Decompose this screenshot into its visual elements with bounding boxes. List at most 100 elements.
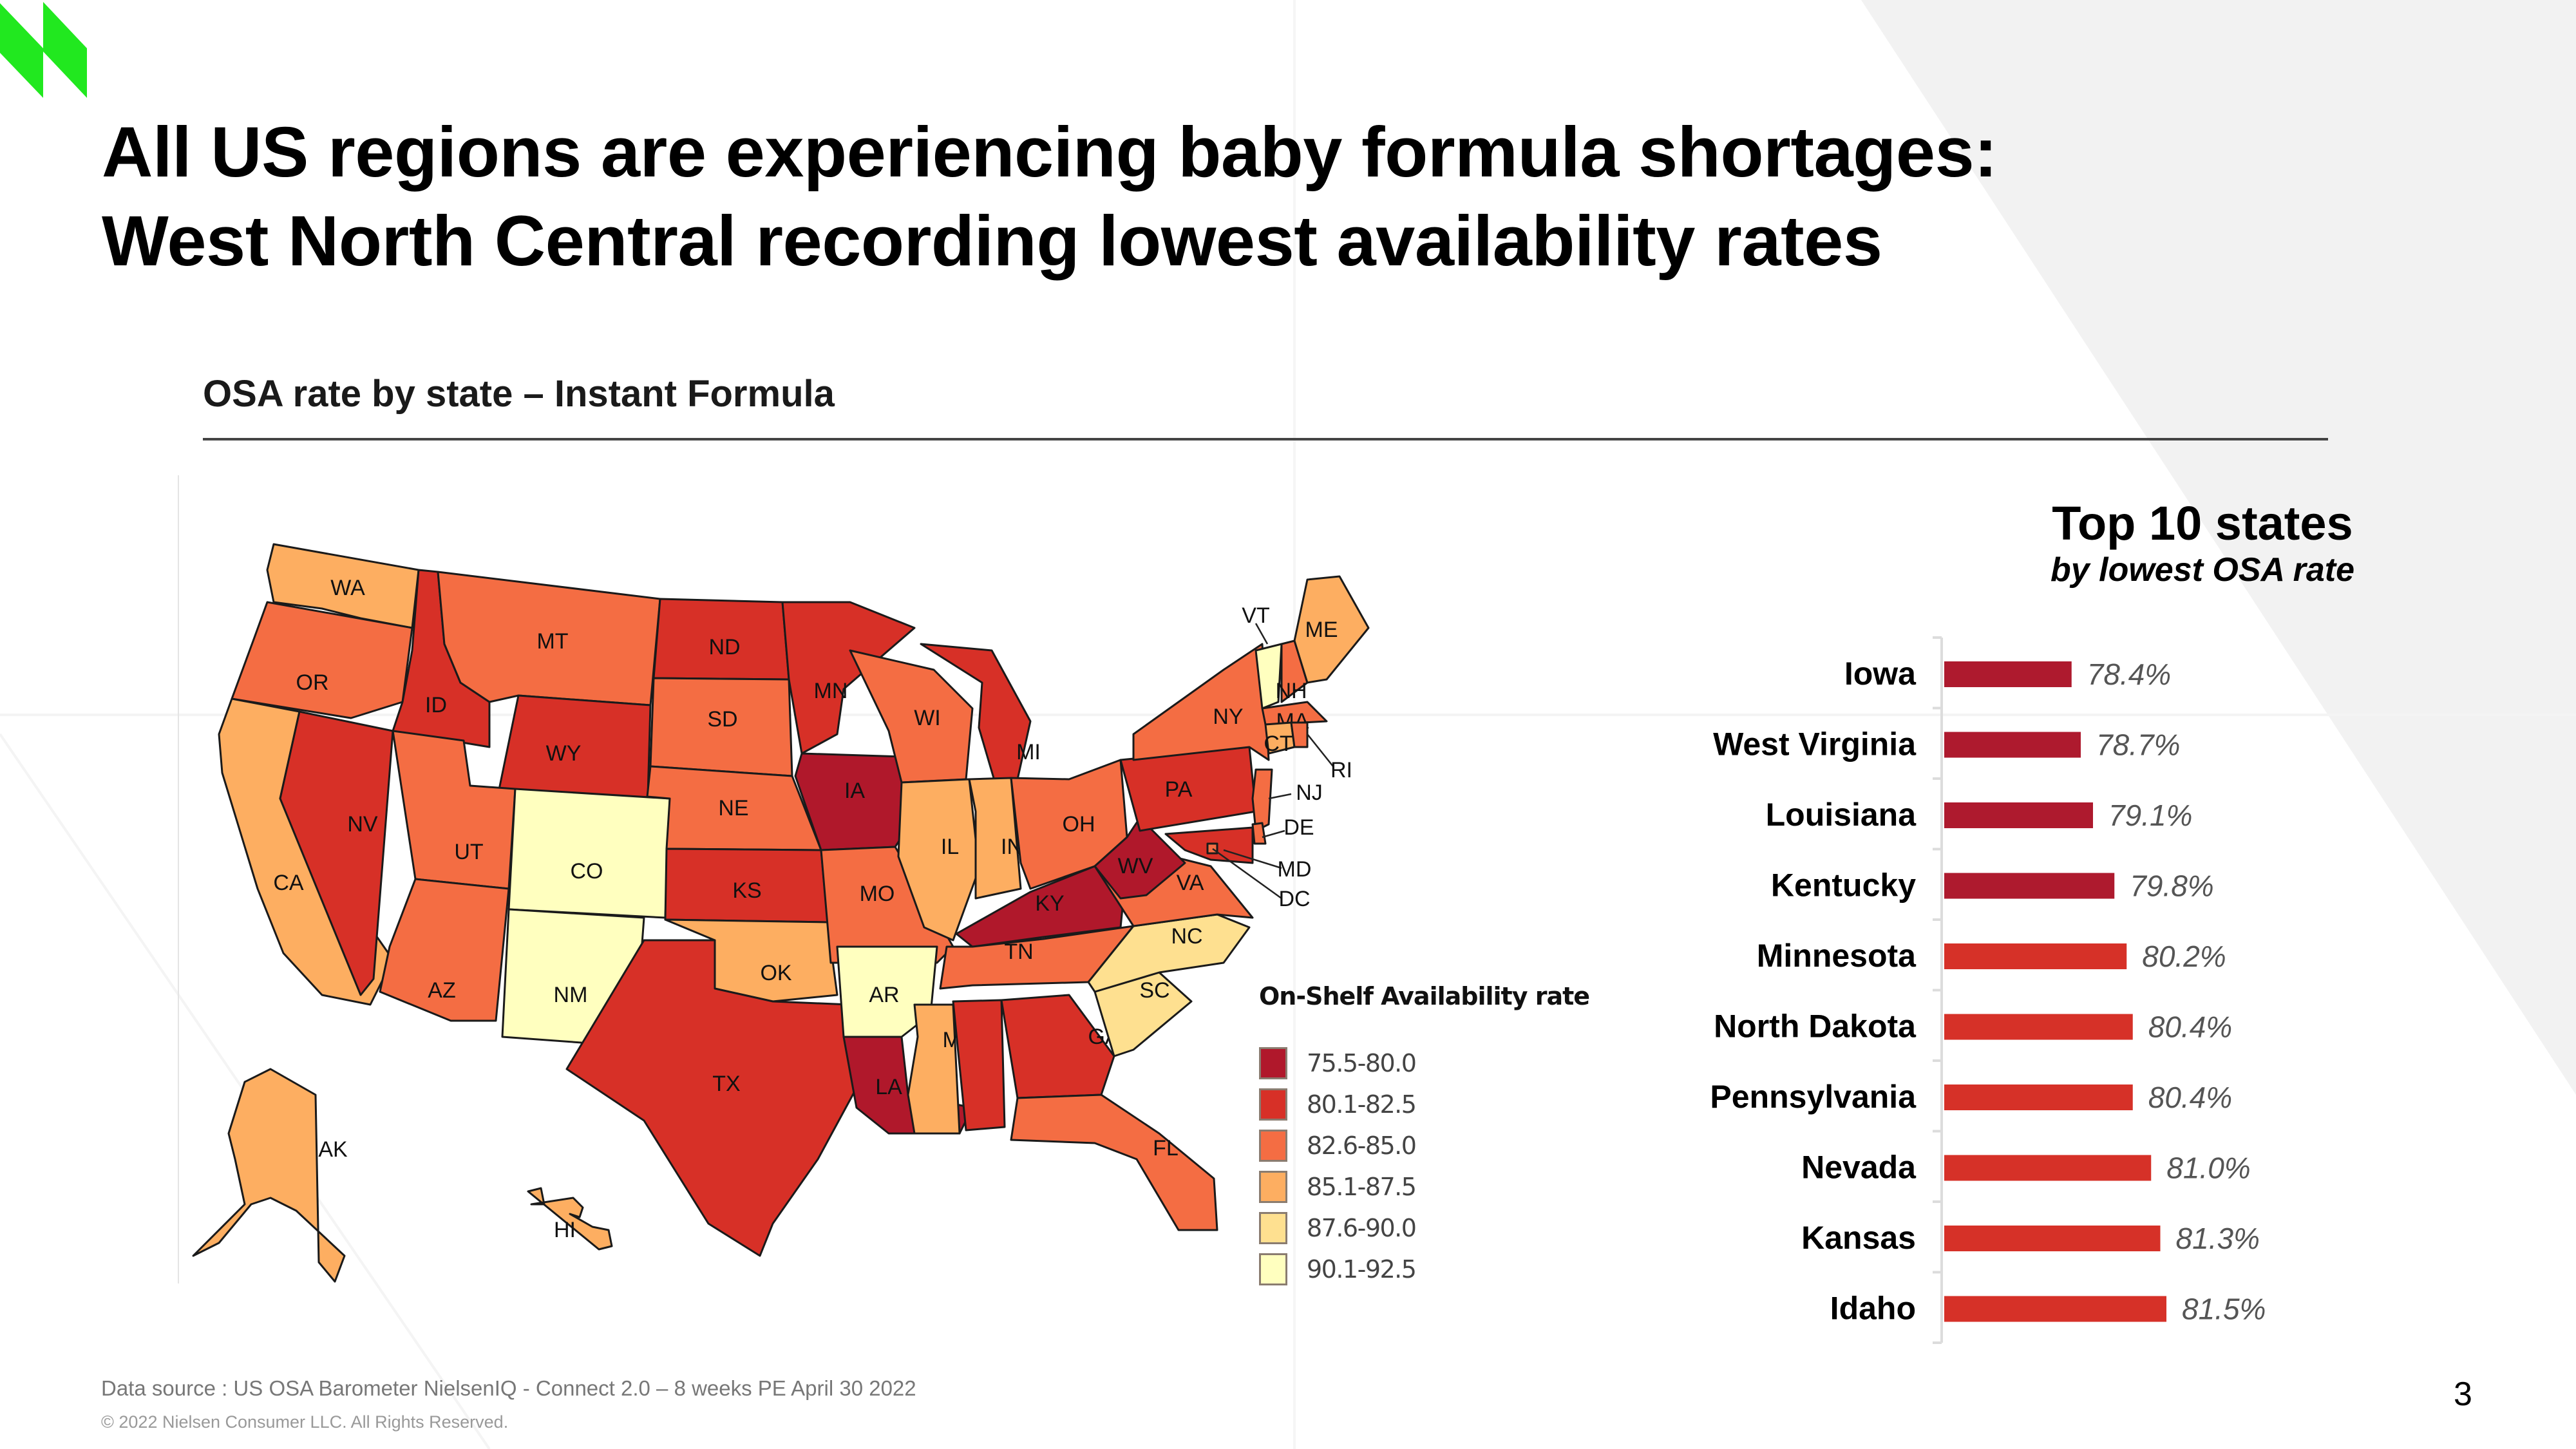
state-label: MI: [1016, 740, 1041, 764]
state-label: CT: [1264, 732, 1293, 756]
bar-value-label: 79.8%: [2130, 869, 2213, 903]
state-shape-tx: [565, 939, 861, 1257]
callout-line: [1307, 734, 1334, 767]
legend-item: 82.6-85.0: [1259, 1125, 1589, 1166]
legend-label: 80.1-82.5: [1307, 1090, 1417, 1119]
legend-item: 87.6-90.0: [1259, 1208, 1589, 1249]
bar-value-label: 80.2%: [2142, 940, 2226, 973]
state-shape-nj: [1251, 768, 1273, 832]
state-label: MN: [814, 679, 848, 703]
state-vt: VT: [1242, 603, 1283, 710]
state-tn: TN: [939, 925, 1135, 990]
callout-line: [1262, 829, 1285, 838]
state-ne: NE: [646, 765, 822, 851]
legend-swatch: [1259, 1047, 1287, 1079]
state-shape-az: [379, 878, 510, 1022]
map-axis-line: [178, 475, 179, 1283]
bar-category-label: Kentucky: [1771, 867, 1916, 904]
bar-category-label: Louisiana: [1766, 797, 1917, 833]
state-label: NC: [1171, 924, 1202, 949]
state-sd: SD: [649, 677, 793, 777]
state-label: HI: [554, 1218, 576, 1242]
bar-value-label: 78.4%: [2087, 658, 2171, 691]
state-label: OR: [296, 670, 329, 695]
state-label: TN: [1004, 940, 1033, 964]
bar-value-label: 80.4%: [2148, 1081, 2232, 1114]
state-label: OK: [760, 961, 791, 985]
state-shape-mn: [781, 601, 916, 755]
section-title: OSA rate by state – Instant Formula: [203, 373, 835, 415]
state-label: DE: [1283, 815, 1314, 840]
state-label: WI: [914, 706, 941, 730]
state-label: VA: [1177, 871, 1204, 895]
state-label: NV: [347, 812, 378, 837]
callout-line: [1223, 849, 1282, 869]
state-hi: HI: [527, 1187, 613, 1251]
legend-item: 80.1-82.5: [1259, 1084, 1589, 1125]
callout-line: [1268, 793, 1292, 800]
bar-category-label: West Virginia: [1713, 726, 1917, 762]
bar: [1944, 943, 2127, 969]
legend-swatch: [1259, 1171, 1287, 1203]
state-label: PA: [1165, 777, 1193, 802]
bar-row: Minnesota 80.2%: [1757, 938, 2226, 974]
bar: [1944, 1296, 2166, 1322]
bar: [1944, 661, 2072, 687]
bar-category-label: Iowa: [1844, 656, 1917, 692]
bar-value-label: 81.3%: [2176, 1222, 2260, 1255]
state-label: IA: [844, 779, 865, 803]
callout-line: [1255, 623, 1269, 645]
bar-category-label: Kansas: [1801, 1220, 1916, 1256]
state-label: TX: [712, 1072, 740, 1096]
state-label: AR: [869, 983, 899, 1007]
bar: [1944, 873, 2115, 899]
state-shape-wv: [1094, 817, 1186, 900]
bar-value-label: 80.4%: [2148, 1010, 2232, 1044]
bar-row: Nevada 81.0%: [1801, 1150, 2251, 1186]
state-shape-nv: [279, 710, 394, 996]
bar: [1944, 732, 2081, 758]
state-shape-or: [231, 601, 413, 719]
state-shape-ny: [1132, 643, 1270, 761]
bar: [1944, 1084, 2133, 1110]
legend-swatch: [1259, 1088, 1287, 1121]
legend-item: 90.1-92.5: [1259, 1249, 1589, 1290]
title-line-1: All US regions are experiencing baby for…: [102, 113, 1998, 192]
bar-row: North Dakota 80.4%: [1714, 1009, 2232, 1045]
state-shape-ga: [1000, 994, 1115, 1099]
bar-category-label: North Dakota: [1714, 1009, 1917, 1045]
top10-subtitle: by lowest OSA rate: [2050, 551, 2354, 589]
legend-item: 85.1-87.5: [1259, 1166, 1589, 1208]
legend-title: On-Shelf Availability rate: [1259, 982, 1590, 1010]
state-label: ME: [1305, 618, 1338, 642]
bar-row: Kentucky 79.8%: [1771, 867, 2214, 904]
legend-label: 82.6-85.0: [1307, 1132, 1417, 1160]
state-nh: NH: [1275, 639, 1309, 703]
state-ar: AR: [836, 945, 938, 1038]
legend-label: 87.6-90.0: [1307, 1214, 1417, 1242]
state-label: SD: [707, 707, 737, 732]
bar-row: Idaho 81.5%: [1830, 1291, 2266, 1327]
state-me: ME: [1293, 575, 1370, 684]
state-label: ND: [708, 635, 740, 659]
data-source-note: Data source : US OSA Barometer NielsenIQ…: [101, 1376, 916, 1400]
state-mt: MT: [437, 571, 661, 706]
state-mn: MN: [781, 601, 916, 755]
state-label: KY: [1035, 891, 1064, 916]
state-shape-al: [952, 999, 1006, 1132]
page-number: 3: [2454, 1376, 2472, 1413]
state-id: ID: [392, 569, 491, 748]
state-label: MO: [860, 882, 895, 906]
state-shape-me: [1293, 575, 1370, 684]
state-shape-ms: [907, 1003, 961, 1135]
map-legend: On-Shelf Availability rate 75.5-80.0 80.1…: [1259, 982, 1590, 1290]
state-label: WV: [1118, 854, 1153, 878]
bar-value-label: 81.0%: [2166, 1151, 2250, 1185]
state-shape-co: [507, 788, 671, 919]
state-label: NE: [718, 796, 748, 820]
state-label: UT: [454, 840, 483, 864]
page-title: All US regions are experiencing baby for…: [102, 108, 1998, 286]
us-choropleth-map: WA OR CA ID NV MT WY UT AZ CO NM ND SD NE KS OK TX MN IA MO…: [192, 543, 1370, 1283]
bar-row: Iowa 78.4%: [1844, 656, 2171, 692]
state-az: AZ: [379, 878, 510, 1022]
